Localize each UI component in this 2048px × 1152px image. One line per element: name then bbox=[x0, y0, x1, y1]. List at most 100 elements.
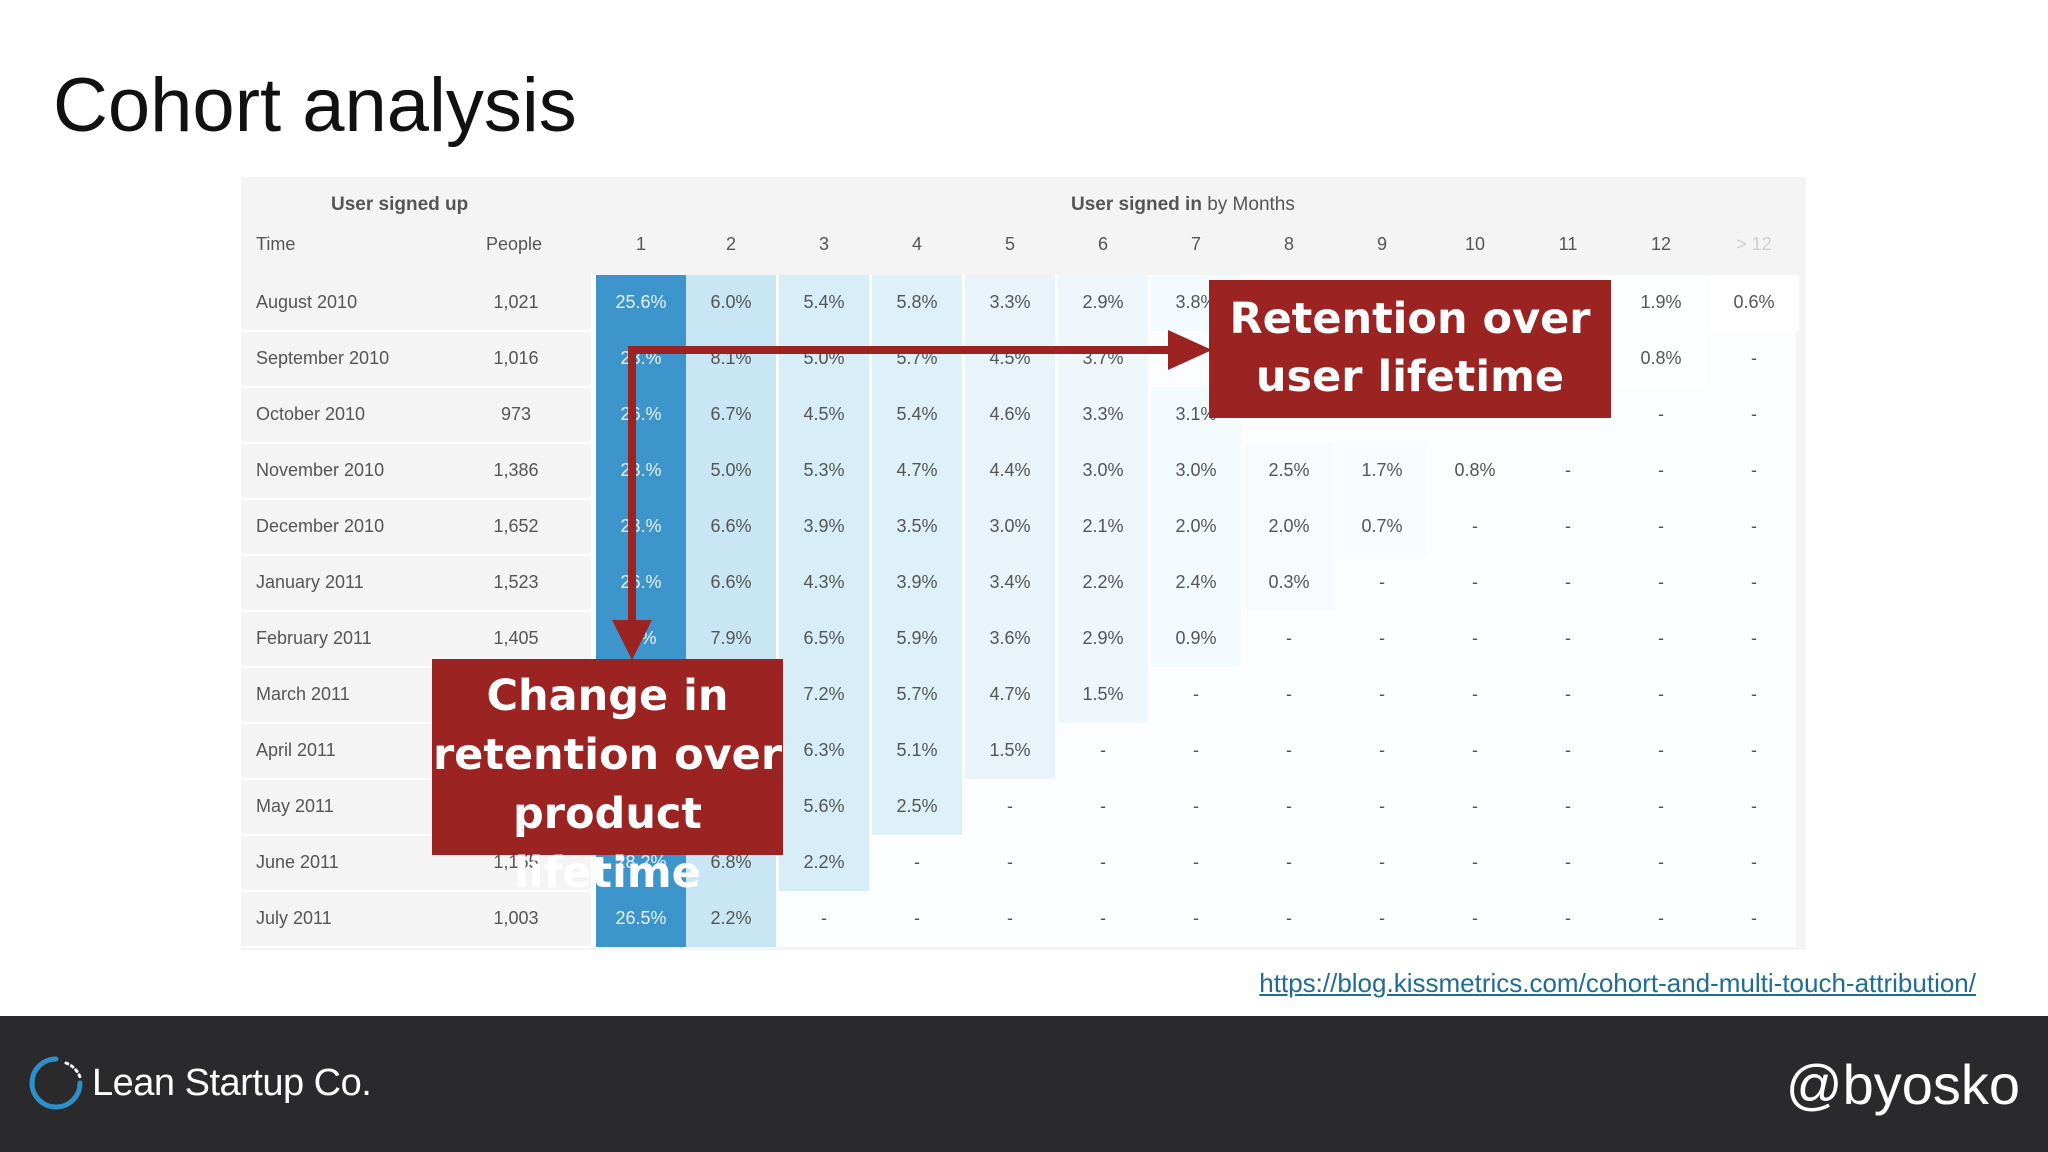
value-cell: - bbox=[1658, 684, 1664, 704]
value-cell: 3.5% bbox=[896, 516, 938, 536]
value-cell: - bbox=[1100, 796, 1106, 816]
twitter-handle: @byosko bbox=[1785, 1053, 2020, 1116]
value-cell: 1.5% bbox=[1082, 684, 1124, 704]
row-people: 1,003 bbox=[493, 908, 539, 928]
heat-cell bbox=[872, 555, 962, 611]
value-cell: 3.9% bbox=[803, 516, 845, 536]
heat-cell bbox=[965, 499, 1055, 555]
value-cell: 0.6% bbox=[1733, 292, 1775, 312]
value-cell: 2.5% bbox=[1268, 460, 1310, 480]
heat-cell bbox=[686, 891, 776, 947]
row-divider bbox=[241, 946, 591, 948]
heat-cell bbox=[596, 891, 686, 947]
row-divider bbox=[241, 386, 591, 388]
heat-cell bbox=[1058, 499, 1148, 555]
heat-cell bbox=[965, 275, 1055, 331]
value-cell: - bbox=[1193, 852, 1199, 872]
value-cell: - bbox=[1193, 908, 1199, 928]
value-cell: 4.7% bbox=[896, 460, 938, 480]
callout-user-lifetime: Retention over user lifetime bbox=[1209, 280, 1611, 418]
row-time: November 2010 bbox=[256, 460, 385, 480]
heat-cell bbox=[686, 443, 776, 499]
value-cell: - bbox=[1286, 796, 1292, 816]
value-cell: 2.2% bbox=[803, 852, 845, 872]
heat-cell bbox=[779, 443, 869, 499]
value-cell: 2.2% bbox=[710, 908, 752, 928]
value-cell: 0.7% bbox=[1361, 516, 1403, 536]
row-divider bbox=[241, 890, 591, 892]
heat-cell bbox=[686, 499, 776, 555]
row-people: 1,523 bbox=[493, 572, 539, 592]
value-cell: 3.3% bbox=[989, 292, 1031, 312]
value-cell: - bbox=[1286, 684, 1292, 704]
value-cell: - bbox=[1658, 572, 1664, 592]
heat-cell bbox=[686, 611, 776, 667]
value-cell: 4.6% bbox=[989, 404, 1031, 424]
heat-cell bbox=[596, 443, 686, 499]
header-user-signed-up: User signed up bbox=[331, 194, 469, 215]
month-header-9: 9 bbox=[1376, 234, 1387, 254]
heat-cell bbox=[779, 555, 869, 611]
heat-cell bbox=[779, 387, 869, 443]
value-cell: - bbox=[1286, 908, 1292, 928]
value-cell: - bbox=[1565, 516, 1571, 536]
value-cell: 7.2% bbox=[803, 684, 845, 704]
value-cell: - bbox=[1751, 628, 1757, 648]
heat-cell bbox=[965, 611, 1055, 667]
value-cell: 2.4% bbox=[1175, 572, 1217, 592]
heat-cell bbox=[779, 499, 869, 555]
value-cell: - bbox=[1472, 908, 1478, 928]
heat-cell bbox=[965, 555, 1055, 611]
month-header-1: 1 bbox=[635, 234, 646, 254]
value-cell: 4.5% bbox=[803, 404, 845, 424]
value-cell: - bbox=[1751, 572, 1757, 592]
row-band bbox=[591, 891, 1796, 947]
slide-title: Cohort analysis bbox=[53, 63, 577, 148]
value-cell: - bbox=[1565, 852, 1571, 872]
heat-cell bbox=[779, 611, 869, 667]
value-cell: - bbox=[1379, 572, 1385, 592]
value-cell: - bbox=[1379, 684, 1385, 704]
heat-cell bbox=[1244, 443, 1334, 499]
heat-cell bbox=[965, 331, 1055, 387]
heat-cell bbox=[872, 667, 962, 723]
callout-user-lifetime-line2: user lifetime bbox=[1255, 352, 1565, 402]
value-cell: 6.6% bbox=[710, 572, 752, 592]
header-time: Time bbox=[256, 234, 296, 254]
value-cell: - bbox=[1565, 628, 1571, 648]
heat-cell bbox=[1709, 275, 1799, 331]
heat-cell bbox=[779, 723, 869, 779]
heat-cell bbox=[779, 667, 869, 723]
heat-cell bbox=[1151, 611, 1241, 667]
row-divider bbox=[241, 554, 591, 556]
value-cell: - bbox=[1658, 628, 1664, 648]
source-link[interactable]: https://blog.kissmetrics.com/cohort-and-… bbox=[1259, 968, 1976, 998]
row-time: June 2011 bbox=[256, 852, 339, 872]
value-cell: - bbox=[1472, 796, 1478, 816]
heat-cell bbox=[1058, 667, 1148, 723]
row-divider bbox=[241, 498, 591, 500]
value-cell: - bbox=[1751, 460, 1757, 480]
value-cell: - bbox=[1565, 460, 1571, 480]
value-cell: 1.5% bbox=[989, 740, 1031, 760]
month-header-2: 2 bbox=[725, 234, 736, 254]
row-time: May 2011 bbox=[256, 796, 334, 816]
header-people: People bbox=[486, 234, 543, 254]
value-cell: 3.3% bbox=[1082, 404, 1124, 424]
value-cell: - bbox=[1658, 460, 1664, 480]
value-cell: - bbox=[1379, 628, 1385, 648]
row-divider bbox=[241, 834, 591, 836]
value-cell: - bbox=[1751, 852, 1757, 872]
heat-cell bbox=[1616, 331, 1706, 387]
callout-product-lifetime-line3: product lifetime bbox=[513, 789, 702, 898]
callout-product-lifetime: Change in retention over product lifetim… bbox=[432, 659, 783, 898]
row-divider bbox=[241, 442, 591, 444]
value-cell: - bbox=[1286, 628, 1292, 648]
value-cell: - bbox=[1658, 908, 1664, 928]
value-cell: 7.9% bbox=[710, 628, 752, 648]
row-divider bbox=[241, 778, 591, 780]
value-cell: 4.4% bbox=[989, 460, 1031, 480]
value-cell: - bbox=[1565, 740, 1571, 760]
value-cell: - bbox=[1658, 852, 1664, 872]
value-cell: - bbox=[1565, 684, 1571, 704]
